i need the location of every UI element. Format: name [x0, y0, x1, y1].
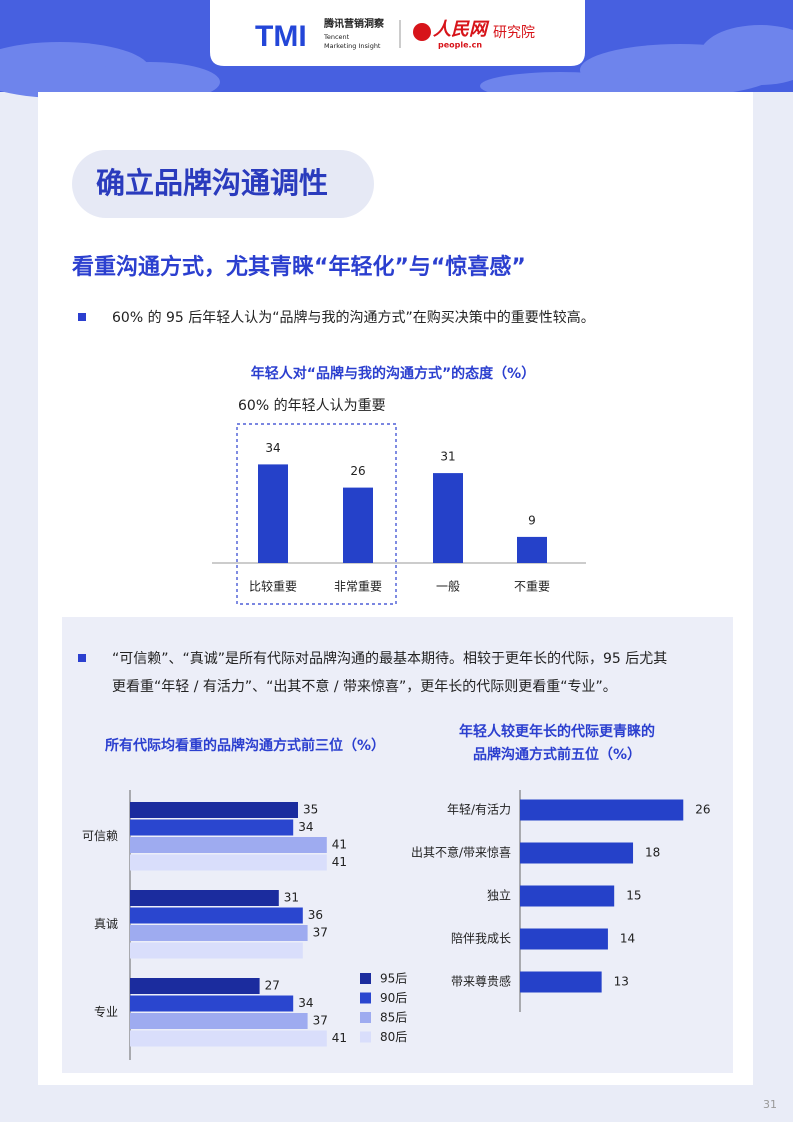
value-label: 26 — [350, 464, 365, 478]
chart-title: 年轻人对“品牌与我的沟通方式”的态度（%） — [251, 365, 535, 382]
bar — [343, 487, 373, 563]
bullet-marker — [78, 654, 86, 662]
bullet-text: 60% 的 95 后年轻人认为“品牌与我的沟通方式”在购买决策中的重要性较高。 — [112, 309, 595, 326]
value-label: 15 — [626, 889, 641, 903]
value-label: 41 — [332, 1031, 347, 1045]
bar — [130, 837, 327, 853]
category-label: 年轻/有活力 — [447, 803, 511, 817]
x-tick-label: 非常重要 — [334, 580, 382, 594]
value-label: 34 — [298, 820, 313, 834]
value-label: 31 — [440, 450, 455, 464]
legend-swatch — [360, 1031, 371, 1043]
bar — [520, 842, 634, 864]
bullet-marker — [78, 313, 86, 321]
value-label: 41 — [332, 838, 347, 852]
bar — [517, 536, 547, 563]
x-tick-label: 一般 — [436, 579, 460, 594]
category-label: 真诚 — [94, 917, 118, 931]
logo-mark: TMI — [255, 20, 307, 53]
logo-en: Marketing Insight — [324, 42, 381, 50]
bar — [130, 907, 303, 924]
bar — [130, 995, 294, 1012]
legend-label: 90后 — [380, 991, 407, 1005]
value-label: 34 — [265, 441, 280, 455]
value-label: 37 — [313, 1014, 328, 1028]
section-title: 确立品牌沟通调性 — [96, 166, 328, 200]
value-label: 35 — [303, 803, 318, 817]
partner-url: people.cn — [438, 41, 482, 50]
section-pill — [72, 150, 374, 218]
bar — [258, 464, 288, 563]
legend-label: 95后 — [380, 972, 407, 986]
value-label: 31 — [284, 891, 299, 905]
category-label: 带来尊贵感 — [451, 974, 511, 989]
legend-label: 80后 — [380, 1030, 407, 1044]
legend-swatch — [360, 973, 371, 984]
category-label: 独立 — [487, 888, 511, 903]
bar — [520, 928, 608, 950]
logo-en: Tencent — [323, 33, 350, 41]
highlight-box — [236, 423, 397, 605]
value-label: 36 — [308, 908, 323, 922]
value-label: 18 — [645, 846, 660, 860]
category-label: 出其不意/带来惊喜 — [411, 845, 511, 860]
value-label: 13 — [614, 975, 629, 989]
bar — [130, 978, 260, 994]
bar — [130, 1030, 327, 1047]
x-tick-label: 不重要 — [514, 580, 550, 594]
bar — [520, 799, 684, 821]
bar — [130, 819, 294, 836]
heading: 看重沟通方式，尤其青睐“年轻化”与“惊喜感” — [72, 254, 526, 280]
header-tab — [210, 0, 585, 66]
value-label: 34 — [298, 996, 313, 1010]
bar — [433, 473, 463, 563]
legend-label: 85后 — [380, 1011, 407, 1025]
value-label: 9 — [528, 513, 536, 527]
value-label: 27 — [265, 979, 280, 993]
bullet-text: “可信赖”、“真诚”是所有代际对品牌沟通的最基本期待。相较于更年长的代际，95 … — [112, 650, 667, 667]
bar — [130, 854, 327, 871]
bullet-text: 更看重“年轻 / 有活力”、“出其不意 / 带来惊喜”，更年长的代际则更看重“专… — [112, 678, 617, 695]
legend-swatch — [360, 992, 371, 1004]
bar — [130, 925, 308, 941]
bar — [130, 942, 303, 959]
bar — [520, 971, 602, 993]
partner-logo: 人民网 — [433, 19, 490, 40]
partner-emblem — [413, 23, 431, 41]
logo-cn: 腾讯营销洞察 — [323, 17, 385, 30]
annotation: 60% 的年轻人认为重要 — [238, 398, 386, 414]
value-label: 14 — [620, 932, 635, 946]
bar — [130, 1013, 308, 1029]
value-label: 37 — [313, 926, 328, 940]
bar — [130, 802, 298, 818]
legend-swatch — [360, 1012, 371, 1023]
category-label: 陪伴我成长 — [451, 931, 511, 946]
chart-title: 年轻人较更年长的代际更青睐的 — [459, 723, 655, 740]
partner-unit: 研究院 — [493, 25, 535, 41]
x-tick-label: 比较重要 — [249, 579, 297, 594]
category-label: 专业 — [94, 1004, 118, 1019]
bar — [520, 885, 615, 907]
bar — [130, 890, 279, 906]
category-label: 可信赖 — [82, 829, 118, 843]
page-number: 31 — [763, 1098, 777, 1111]
value-label: 26 — [695, 803, 710, 817]
value-label: 41 — [332, 855, 347, 869]
chart-title: 所有代际均看重的品牌沟通方式前三位（%） — [105, 737, 385, 754]
chart-title: 品牌沟通方式前五位（%） — [473, 746, 641, 763]
